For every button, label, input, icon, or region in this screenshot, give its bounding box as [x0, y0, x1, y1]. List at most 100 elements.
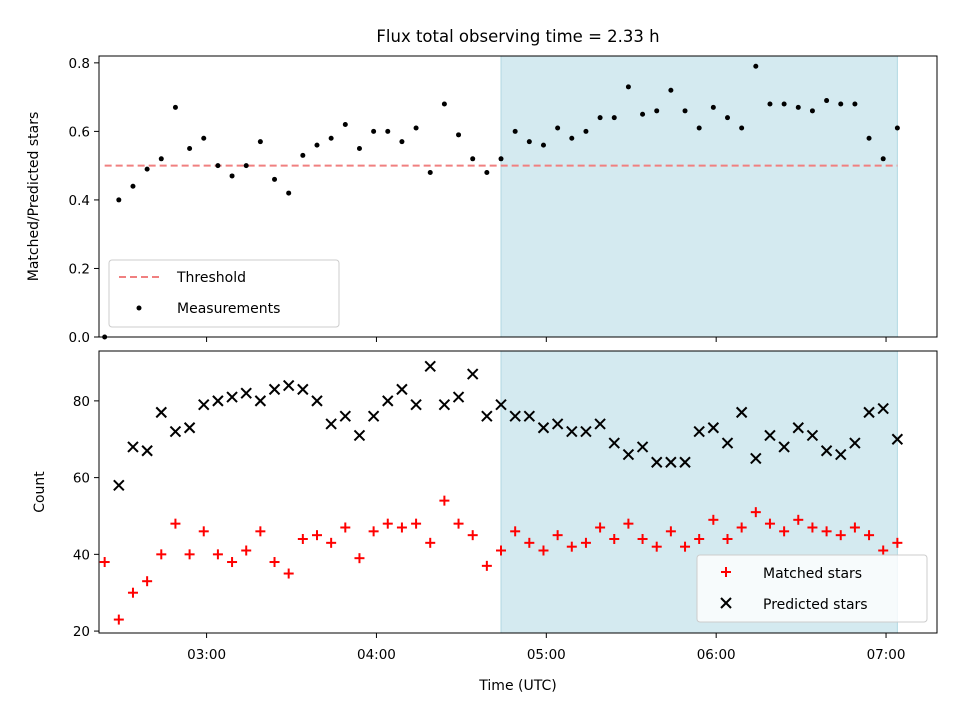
matched-stars-point [311, 530, 322, 541]
matched-stars-point [496, 545, 507, 556]
matched-stars-point [396, 522, 407, 533]
measurement-point [385, 128, 391, 134]
count-legend-predicted-swatch [720, 597, 732, 609]
matched-stars-point [694, 534, 705, 544]
matched-stars-point [467, 530, 478, 541]
measurement-point [130, 183, 136, 189]
measurement-point [456, 132, 462, 138]
predicted-stars-point [551, 418, 564, 430]
ratio-highlight-region [500, 55, 898, 338]
matched-stars-point [793, 514, 804, 525]
ratio-legend: Threshold Measurements [108, 259, 340, 328]
predicted-stars-point [891, 433, 904, 445]
measurement-point [399, 139, 405, 145]
measurement-point [356, 146, 362, 152]
matched-stars-point [269, 557, 280, 568]
count-legend-matched-swatch [721, 567, 731, 577]
measurement-point [611, 115, 617, 121]
predicted-stars-point [311, 395, 323, 407]
predicted-stars-point [396, 383, 408, 396]
matched-stars-point [764, 518, 775, 529]
count-y-axis-label: Count [32, 471, 48, 513]
count-series [99, 360, 904, 625]
matched-stars-point [142, 576, 153, 587]
matched-stars-point [750, 507, 761, 518]
predicted-stars-point [636, 441, 649, 453]
measurement-point [725, 115, 730, 121]
measurement-point [696, 125, 702, 131]
matched-stars-point [580, 537, 591, 548]
predicted-stars-point [523, 410, 536, 422]
predicted-stars-point [679, 456, 691, 468]
ratio-legend-box [108, 259, 340, 328]
measurement-point [795, 104, 801, 110]
matched-stars-point [849, 522, 860, 533]
measurement-point [824, 98, 830, 104]
matched-stars-point [170, 518, 181, 529]
matched-stars-point [566, 541, 577, 552]
matched-stars-point [779, 526, 790, 537]
matched-stars-point [127, 587, 138, 598]
predicted-stars-point [297, 383, 309, 396]
predicted-stars-point [750, 452, 762, 465]
predicted-stars-point [466, 368, 479, 380]
measurement-point [300, 152, 306, 158]
measurement-point [484, 170, 490, 176]
predicted-stars-point [198, 399, 210, 411]
matched-stars-point [99, 557, 110, 568]
predicted-stars-point [268, 383, 281, 396]
ratio-axis-ticks: 0.0 0.2 0.4 0.6 0.8 [69, 56, 887, 346]
predicted-stars-point [382, 395, 394, 407]
measurement-point [144, 166, 150, 172]
matched-stars-point [708, 514, 719, 525]
predicted-stars-point [410, 399, 422, 411]
count-legend: Matched stars Predicted stars [696, 554, 928, 623]
matched-stars-point [609, 534, 620, 544]
matched-stars-point [411, 518, 422, 529]
matched-stars-point [878, 545, 889, 556]
measurement-point [286, 190, 292, 196]
predicted-stars-point [735, 406, 748, 419]
chart-title: Flux total observing time = 2.33 h [376, 27, 659, 46]
ratio-legend-threshold-label: Threshold [176, 270, 246, 286]
predicted-stars-point [820, 445, 833, 457]
matched-stars-point [227, 557, 238, 568]
measurement-point [597, 115, 603, 121]
count-axis-ticks: 20 40 60 80 03:00 04:00 05:00 06:00 07:00 [73, 394, 906, 663]
predicted-stars-point [594, 418, 606, 430]
predicted-stars-point [424, 360, 436, 373]
predicted-stars-point [849, 437, 861, 449]
matched-stars-point [552, 530, 563, 541]
measurement-point [668, 87, 674, 93]
predicted-stars-point [707, 422, 720, 434]
count-y-tick-label: 60 [73, 471, 90, 487]
measurement-point [187, 146, 193, 152]
predicted-stars-point [566, 425, 578, 438]
predicted-stars-point [169, 425, 182, 438]
predicted-stars-point [113, 479, 125, 491]
matched-stars-point [680, 541, 691, 552]
matched-stars-point [198, 526, 209, 537]
predicted-stars-point [778, 441, 790, 453]
measurement-point [625, 84, 631, 90]
measurement-point [767, 101, 773, 107]
ratio-y-axis-label: Matched/Predicted stars [26, 112, 42, 282]
measurement-point [229, 173, 235, 179]
matched-stars-point [255, 526, 266, 537]
predicted-stars-point [339, 410, 352, 422]
matched-stars-point [212, 549, 223, 560]
count-x-tick-label: 07:00 [867, 647, 906, 663]
predicted-stars-point [806, 429, 819, 442]
ratio-y-tick-label: 0.0 [69, 330, 90, 346]
count-y-tick-label: 20 [73, 624, 90, 640]
measurement-point [427, 170, 433, 176]
measurement-point [498, 156, 504, 162]
matched-stars-point [368, 526, 379, 537]
count-x-tick-label: 05:00 [527, 647, 566, 663]
count-y-tick-label: 80 [73, 394, 90, 410]
measurement-point [640, 111, 646, 117]
matched-stars-point [156, 549, 167, 560]
measurement-point [172, 104, 178, 110]
